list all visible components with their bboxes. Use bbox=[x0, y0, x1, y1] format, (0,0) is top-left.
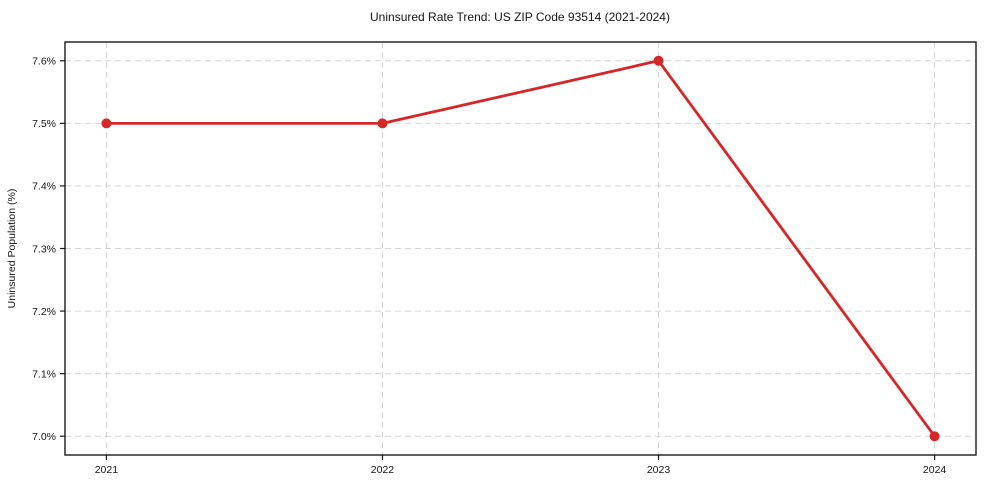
chart-title: Uninsured Rate Trend: US ZIP Code 93514 … bbox=[370, 10, 670, 24]
trend-line bbox=[105, 59, 936, 438]
data-point-2021 bbox=[101, 118, 112, 129]
y-tick-label: 7.5% bbox=[32, 118, 56, 130]
data-point-2023 bbox=[653, 55, 664, 66]
y-axis-label: Uninsured Population (%) bbox=[6, 189, 18, 309]
y-tick-label: 7.0% bbox=[32, 431, 56, 443]
data-series bbox=[101, 55, 940, 442]
data-point-2024 bbox=[929, 431, 940, 442]
y-tick-label: 7.4% bbox=[32, 181, 56, 193]
data-point-2022 bbox=[377, 118, 388, 129]
y-tick-label: 7.2% bbox=[32, 306, 56, 318]
x-tick-label: 2023 bbox=[647, 464, 671, 476]
x-tick-label: 2024 bbox=[923, 464, 947, 476]
y-tick-labels: 7.0% 7.1% 7.2% 7.3% 7.4% 7.5% 7.6% bbox=[32, 56, 56, 443]
y-tick-label: 7.6% bbox=[32, 56, 56, 68]
y-tick-label: 7.1% bbox=[32, 368, 56, 380]
x-tick-labels: 2021 2022 2023 2024 bbox=[95, 464, 947, 476]
x-tick-label: 2022 bbox=[371, 464, 395, 476]
x-tick-label: 2021 bbox=[95, 464, 119, 476]
gridlines bbox=[65, 42, 976, 455]
y-tick-label: 7.3% bbox=[32, 243, 56, 255]
tick-marks bbox=[60, 60, 936, 460]
